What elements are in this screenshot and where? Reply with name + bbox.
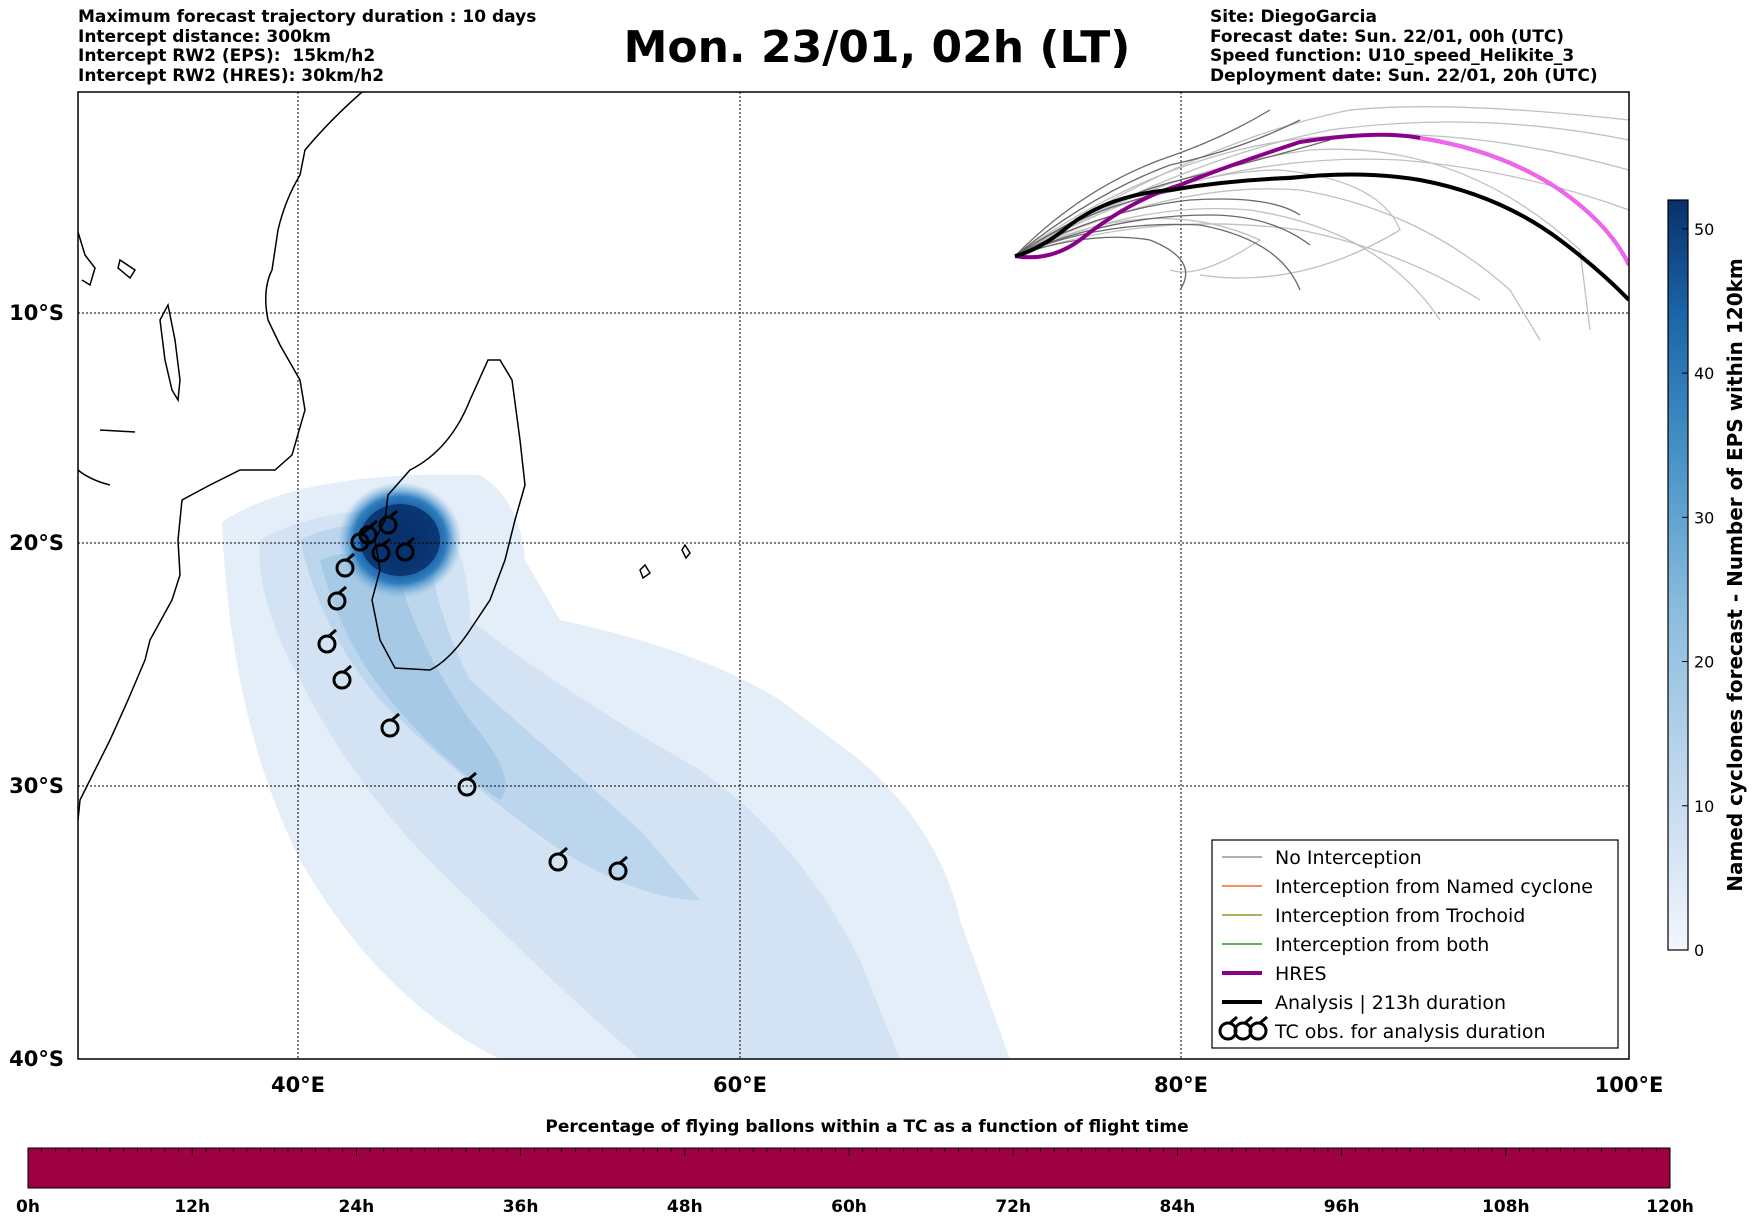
trajectories-light (1014, 106, 1629, 341)
lat-label-30s: 30°S (9, 774, 64, 798)
colorbar-tick-label: 50 (1694, 220, 1714, 239)
analysis-trajectory (1014, 172, 1629, 302)
timeline-tick-label: 0h (16, 1197, 40, 1217)
site-text: Site: DiegoGarcia (1210, 7, 1377, 27)
timeline-tick-label: 120h (1646, 1197, 1694, 1217)
legend-label-both: Interception from both (1275, 934, 1489, 956)
legend-label-tc-obs: TC obs. for analysis duration (1274, 1021, 1546, 1043)
legend-label-analysis: Analysis | 213h duration (1275, 992, 1506, 1014)
timeline-bar (27, 1147, 1671, 1189)
colorbar-ticks: 0 10 20 30 40 50 (1682, 220, 1714, 960)
colorbar-label: Named cyclones forecast - Number of EPS … (1723, 258, 1747, 892)
colorbar: 0 10 20 30 40 50 Named cyclones forecast - Nu… (1667, 199, 1747, 960)
page-title: Mon. 23/01, 02h (LT) (623, 22, 1131, 73)
intercept-distance-text: Intercept distance: 300km (78, 26, 331, 47)
timeline-tick-label: 72h (995, 1197, 1031, 1217)
timeline-tick-label: 12h (174, 1197, 210, 1217)
lat-label-40s: 40°S (9, 1047, 64, 1071)
timeline-tick-label: 36h (503, 1197, 539, 1217)
timeline-tick-label: 48h (667, 1197, 703, 1217)
colorbar-tick-label: 30 (1694, 508, 1714, 527)
latitude-labels: 10°S 20°S 30°S 40°S (9, 301, 64, 1071)
lat-label-10s: 10°S (9, 301, 64, 325)
forecast-parameters: Maximum forecast trajectory duration : 1… (78, 7, 537, 86)
lon-label-80e: 80°E (1154, 1073, 1208, 1097)
lat-label-20s: 20°S (9, 531, 64, 555)
colorbar-tick-label: 40 (1694, 364, 1714, 383)
timeline-title: Percentage of flying ballons within a TC… (545, 1117, 1188, 1137)
coastlines (78, 92, 691, 821)
intercept-eps-text: Intercept RW2 (EPS): 15km/h2 (78, 46, 376, 66)
map-legend (1211, 839, 1619, 1049)
legend-label-no-interception: No Interception (1275, 847, 1422, 869)
forecast-date-text: Forecast date: Sun. 22/01, 00h (UTC) (1210, 26, 1565, 47)
timeline-tick-label: 24h (339, 1197, 375, 1217)
legend-label-named-cyclone: Interception from Named cyclone (1275, 876, 1593, 898)
timeline-ticks: 0h 12h 24h 36h 48h 60h 72h 84h 96h 108h 120h (16, 1148, 1694, 1217)
timeline-tick-label: 84h (1160, 1197, 1196, 1217)
colorbar-tick-label: 0 (1694, 941, 1704, 960)
legend-label-trochoid: Interception from Trochoid (1275, 905, 1525, 927)
timeline-tick-label: 96h (1324, 1197, 1360, 1217)
lon-label-40e: 40°E (271, 1073, 325, 1097)
lon-label-60e: 60°E (713, 1073, 767, 1097)
map-frame (77, 91, 1630, 1060)
graticule (78, 92, 1629, 1059)
colorbar-tick-label: 10 (1694, 797, 1714, 816)
max-duration-text: Maximum forecast trajectory duration : 1… (78, 7, 537, 27)
deployment-date-text: Deployment date: Sun. 22/01, 20h (UTC) (1210, 65, 1598, 86)
speed-function-text: Speed function: U10_speed_Helikite_3 (1210, 46, 1575, 66)
longitude-labels: 40°E 60°E 80°E 100°E (271, 1073, 1663, 1097)
legend-label-hres: HRES (1275, 963, 1327, 985)
intercept-hres-text: Intercept RW2 (HRES): 30km/h2 (78, 65, 385, 86)
timeline-tick-label: 108h (1482, 1197, 1530, 1217)
colorbar-scale (1667, 199, 1689, 951)
colorbar-tick-label: 20 (1694, 653, 1714, 672)
lon-label-100e: 100°E (1595, 1073, 1664, 1097)
hres-trajectory-late (1419, 136, 1629, 266)
site-info: Site: DiegoGarcia Forecast date: Sun. 22/… (1210, 7, 1598, 86)
timeline-tick-label: 60h (831, 1197, 867, 1217)
map-area (78, 92, 1629, 1059)
legend-entries: No Interception Interception from Named … (1218, 847, 1593, 1043)
